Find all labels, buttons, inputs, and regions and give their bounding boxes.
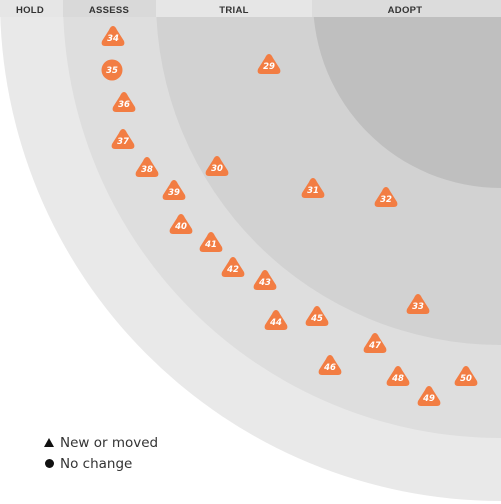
ring-label-assess: ASSESS (89, 5, 129, 16)
blip-triangle-icon (454, 366, 478, 386)
blip-41[interactable]: 41 (199, 232, 223, 252)
blip-48[interactable]: 48 (386, 366, 410, 386)
blip-number: 49 (422, 394, 435, 404)
blip-29[interactable]: 29 (257, 54, 281, 74)
blip-number: 29 (263, 62, 275, 72)
blip-number: 36 (118, 100, 130, 110)
blip-triangle-icon (112, 92, 136, 112)
blip-triangle-icon (417, 386, 441, 406)
blip-triangle-icon (264, 310, 288, 330)
blip-30[interactable]: 30 (205, 156, 229, 176)
blip-triangle-icon (301, 178, 325, 198)
blip-number: 31 (307, 186, 319, 196)
blip-44[interactable]: 44 (264, 310, 288, 330)
blip-triangle-icon (374, 187, 398, 207)
ring-label-band-assess (63, 0, 156, 17)
blip-number: 37 (117, 137, 129, 147)
blip-triangle-icon (318, 355, 342, 375)
blip-number: 50 (460, 374, 472, 384)
blip-43[interactable]: 43 (253, 270, 277, 290)
legend-no-change-label: No change (60, 455, 133, 472)
ring-label-trial: TRIAL (219, 5, 248, 16)
blip-number: 48 (391, 374, 404, 384)
blip-50[interactable]: 50 (454, 366, 478, 386)
legend: New or moved No change (42, 432, 158, 474)
circle-icon (42, 459, 56, 468)
blip-39[interactable]: 39 (162, 180, 186, 200)
blip-number: 33 (412, 302, 424, 312)
blip-number: 43 (258, 278, 271, 288)
blip-triangle-icon (199, 232, 223, 252)
blip-number: 32 (380, 195, 392, 205)
blip-triangle-icon (253, 270, 277, 290)
blip-34[interactable]: 34 (101, 26, 125, 46)
blip-number: 38 (141, 165, 153, 175)
blip-46[interactable]: 46 (318, 355, 342, 375)
legend-new-or-moved: New or moved (42, 432, 158, 453)
legend-new-or-moved-label: New or moved (60, 434, 159, 451)
blip-triangle-icon (406, 294, 430, 314)
ring-label-adopt: ADOPT (388, 5, 423, 16)
blip-32[interactable]: 32 (374, 187, 398, 207)
blip-42[interactable]: 42 (221, 257, 245, 277)
blip-triangle-icon (135, 157, 159, 177)
legend-no-change: No change (42, 453, 158, 474)
blip-40[interactable]: 40 (169, 214, 193, 234)
blip-33[interactable]: 33 (406, 294, 430, 314)
ring-adopt (313, 0, 501, 188)
blip-triangle-icon (205, 156, 229, 176)
blip-triangle-icon (221, 257, 245, 277)
blip-number: 44 (269, 318, 282, 328)
blips: 29 30 31 32 33 34 35 36 37 38 39 40 41 42 43 44 45 46 47 48… (101, 26, 478, 406)
blip-number: 42 (226, 265, 239, 275)
blip-37[interactable]: 37 (111, 129, 135, 149)
blip-45[interactable]: 45 (305, 306, 329, 326)
blip-number: 30 (211, 164, 223, 174)
blip-triangle-icon (169, 214, 193, 234)
blip-number: 47 (368, 341, 381, 351)
blip-triangle-icon (257, 54, 281, 74)
triangle-icon (42, 438, 56, 447)
ring-label-hold: HOLD (16, 5, 44, 16)
blip-triangle-icon (111, 129, 135, 149)
blip-number: 39 (168, 188, 180, 198)
blip-number: 40 (174, 222, 187, 232)
blip-triangle-icon (101, 26, 125, 46)
blip-35[interactable]: 35 (101, 59, 123, 81)
blip-number: 34 (107, 34, 119, 44)
blip-circle-icon (101, 59, 123, 81)
blip-number: 46 (323, 363, 336, 373)
blip-38[interactable]: 38 (135, 157, 159, 177)
blip-triangle-icon (305, 306, 329, 326)
blip-triangle-icon (162, 180, 186, 200)
blip-number: 45 (310, 314, 323, 324)
blip-31[interactable]: 31 (301, 178, 325, 198)
blip-number: 41 (204, 240, 217, 250)
blip-triangle-icon (363, 333, 387, 353)
blip-triangle-icon (386, 366, 410, 386)
blip-number: 35 (106, 66, 118, 76)
blip-47[interactable]: 47 (363, 333, 387, 353)
ring-label-band-adopt (312, 0, 501, 17)
blip-36[interactable]: 36 (112, 92, 136, 112)
blip-49[interactable]: 49 (417, 386, 441, 406)
